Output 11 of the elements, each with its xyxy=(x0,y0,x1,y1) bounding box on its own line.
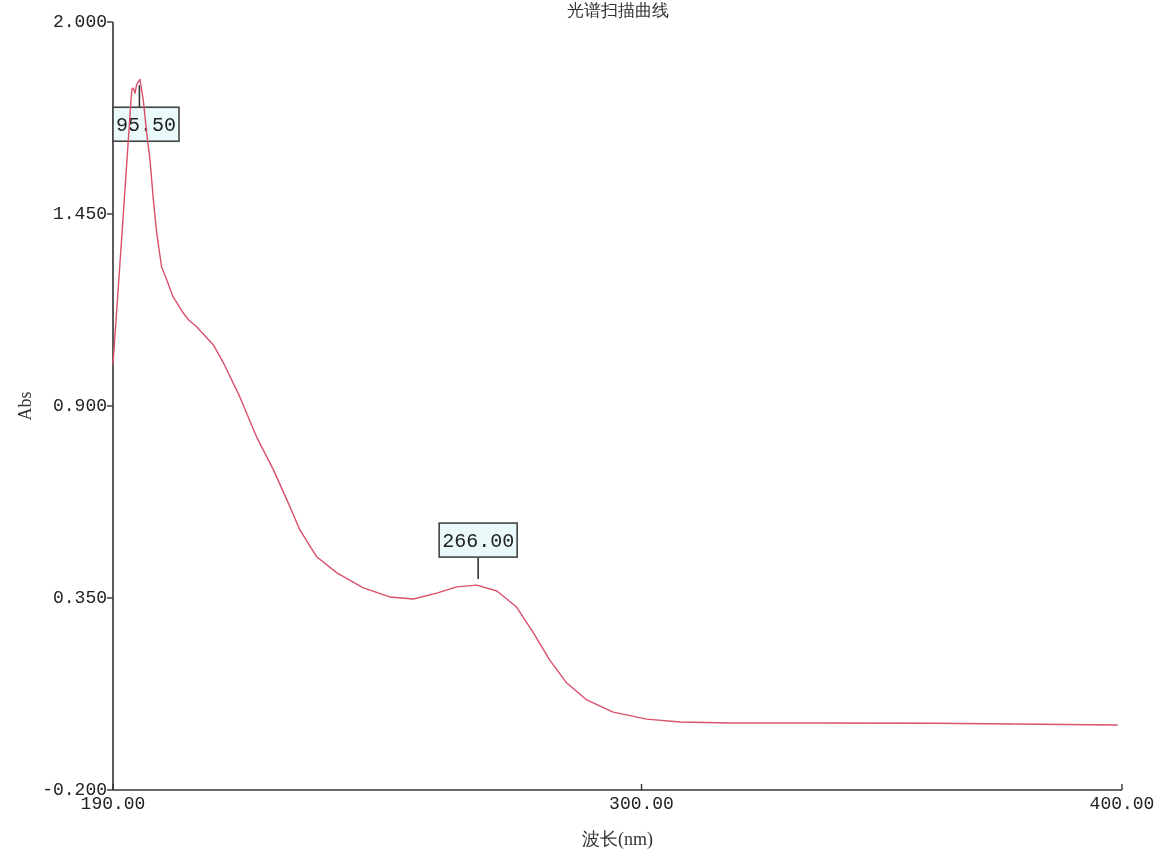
y-tick-label: 0.900 xyxy=(52,396,107,416)
y-axis-title: Abs xyxy=(15,391,35,421)
annotation: 266.00 xyxy=(442,529,515,553)
x-tick-label: 300.00 xyxy=(609,794,674,814)
y-tick-label: 1.450 xyxy=(52,204,107,224)
chart-title: 光谱扫描曲线 xyxy=(566,1,669,20)
x-tick-label: 400.00 xyxy=(1089,794,1154,814)
y-tick-label: 2.000 xyxy=(52,12,107,32)
x-axis-title: 波长(nm) xyxy=(582,829,653,850)
y-tick-label: 0.350 xyxy=(52,588,107,608)
line-series xyxy=(112,78,1118,726)
